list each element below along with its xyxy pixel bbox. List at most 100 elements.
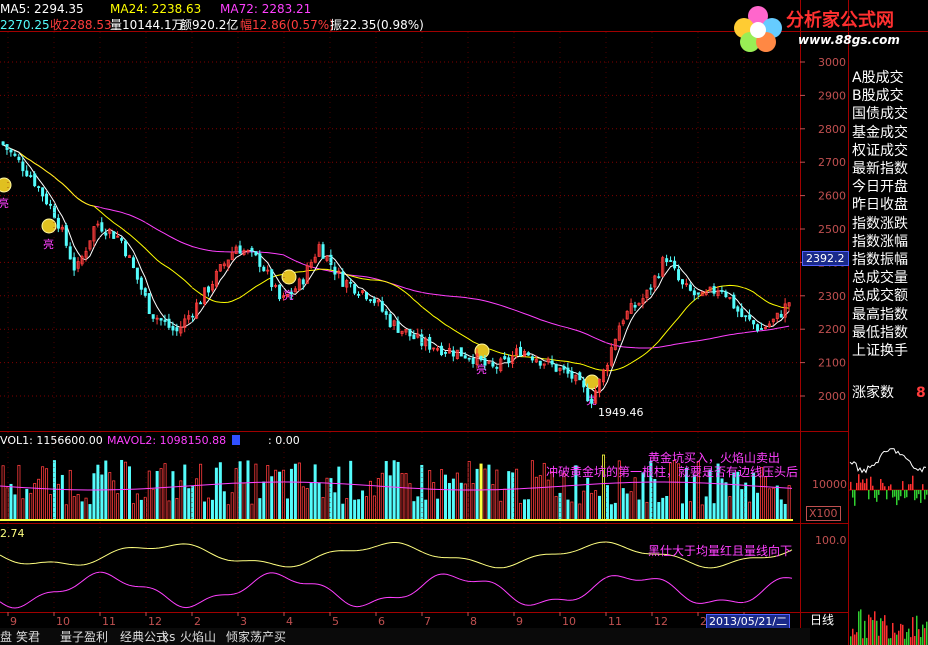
candle-body <box>33 173 37 187</box>
sidebar-item-14[interactable]: 最低指数 <box>852 324 908 341</box>
volume-unit-label[interactable]: X100 <box>806 506 841 521</box>
formula-tab-5[interactable]: 火焰山 <box>180 630 217 644</box>
sidebar-item-6[interactable]: 今日开盘 <box>852 179 908 196</box>
x-tick-label: 12 <box>654 615 668 628</box>
volume-annotation-2: 冲破黄金坑的第一根柱，就要是否有边线压头后 <box>546 465 799 479</box>
mini-volume-bar <box>916 615 918 645</box>
mini-bar <box>874 490 876 498</box>
mini-volume-bar <box>920 637 922 645</box>
x-axis-ticks: 91011122345678910111223 <box>7 32 753 628</box>
formula-tab-1[interactable]: 笑君 <box>16 630 41 644</box>
volume-bar <box>503 488 507 521</box>
volume-bar <box>523 499 527 521</box>
volume-bar <box>349 460 353 521</box>
volume-bar <box>297 462 301 521</box>
volume-bar <box>159 468 163 521</box>
candle-body <box>135 267 139 280</box>
volume-bar <box>1 465 5 521</box>
mini-bar <box>866 478 868 490</box>
sidebar-item-3[interactable]: 基金成交 <box>852 124 908 141</box>
sidebar-item-7[interactable]: 昨日收盘 <box>852 197 908 214</box>
period-label[interactable]: 日线 <box>810 613 835 627</box>
volume-bar <box>633 477 637 521</box>
volume-bar <box>479 463 483 521</box>
mini-volume-bar <box>900 623 902 645</box>
mini-bar <box>892 490 894 498</box>
candle-body <box>775 312 779 319</box>
candle-body <box>171 325 175 331</box>
formula-tab-3[interactable]: 经典公式 <box>120 630 169 644</box>
candle-body <box>270 269 274 288</box>
price-tick-label: 3000 <box>818 56 846 69</box>
sidebar-item-0[interactable]: A股成交 <box>852 70 904 86</box>
volume-bar <box>361 490 365 521</box>
volume-bar <box>191 485 195 521</box>
date-box: 2013/05/21/二 <box>706 614 791 629</box>
indicator-annotation: 黑仕大于均量红且量线向下 <box>648 544 793 558</box>
candle-body <box>684 283 688 286</box>
sidebar-item-11[interactable]: 总成交量 <box>852 270 908 287</box>
candle-body <box>760 328 764 330</box>
volume-bar <box>404 473 408 521</box>
formula-tab-4[interactable]: xs <box>162 630 176 644</box>
sidebar-item-9[interactable]: 指数涨幅 <box>852 233 908 250</box>
candle-body <box>203 287 207 305</box>
candle-body <box>511 355 515 364</box>
volume-bar <box>64 504 68 521</box>
ma5-line <box>2 144 790 393</box>
candle-body <box>787 302 791 307</box>
volume-bar <box>246 460 250 521</box>
candle-body <box>767 323 771 328</box>
volume-bar <box>206 497 210 521</box>
sidebar-item-15[interactable]: 上证换手 <box>852 343 908 359</box>
candle-body <box>214 270 218 287</box>
mini-volume-bar <box>894 632 896 645</box>
mini-volume-bar <box>880 618 882 645</box>
candle-body <box>499 358 503 372</box>
sidebar-item-10[interactable]: 指数振幅 <box>852 252 908 268</box>
risers-value: 8 <box>916 385 926 401</box>
volume-bar <box>507 471 511 521</box>
sidebar-item-1[interactable]: B股成交 <box>852 88 904 105</box>
volume-bar <box>428 470 432 521</box>
candle-body <box>507 357 511 363</box>
ma72-line <box>2 144 790 349</box>
mini-volume-bar <box>924 628 926 645</box>
candle-body <box>440 345 444 356</box>
volume-bar <box>13 494 17 521</box>
formula-tab-6[interactable]: 倾家荡产买 <box>226 630 287 644</box>
signal-mark-label: 亮 <box>0 196 9 210</box>
formula-tab-0[interactable]: 盘 <box>0 630 13 644</box>
volume-bar <box>210 499 214 521</box>
volume-bar <box>262 481 266 521</box>
volume-bar <box>388 475 392 521</box>
volume-bar <box>432 482 436 521</box>
sidebar-item-12[interactable]: 总成交额 <box>852 288 908 305</box>
candle-body <box>127 255 131 258</box>
sidebar-item-13[interactable]: 最高指数 <box>852 306 908 323</box>
formula-tab-2[interactable]: 量子盈利 <box>60 630 109 644</box>
candle-body <box>285 294 289 297</box>
sidebar-item-4[interactable]: 权证成交 <box>852 142 908 159</box>
candle-body <box>673 260 677 269</box>
candle-body <box>341 271 345 287</box>
volume-bar <box>135 493 139 521</box>
candle-body <box>112 231 116 239</box>
indicator-value-label: 2.74 <box>0 527 25 540</box>
volume-bar <box>657 502 661 521</box>
volume-bar <box>329 478 333 521</box>
volume-bar <box>511 472 515 521</box>
volume-bar <box>199 463 203 521</box>
mini-volume-bar <box>892 622 894 645</box>
sidebar-item-8[interactable]: 指数涨跌 <box>852 215 908 232</box>
sidebar-item-2[interactable]: 国债成交 <box>852 106 908 123</box>
candle-body <box>451 350 455 357</box>
price-tick-label: 2200 <box>818 323 846 336</box>
open-value: 2270.25 <box>0 18 50 32</box>
sidebar-item-5[interactable]: 最新指数 <box>852 161 908 177</box>
candle-body <box>637 302 641 306</box>
candle-body <box>503 356 507 360</box>
mini-bar <box>854 490 856 506</box>
volume-bar <box>416 496 420 521</box>
